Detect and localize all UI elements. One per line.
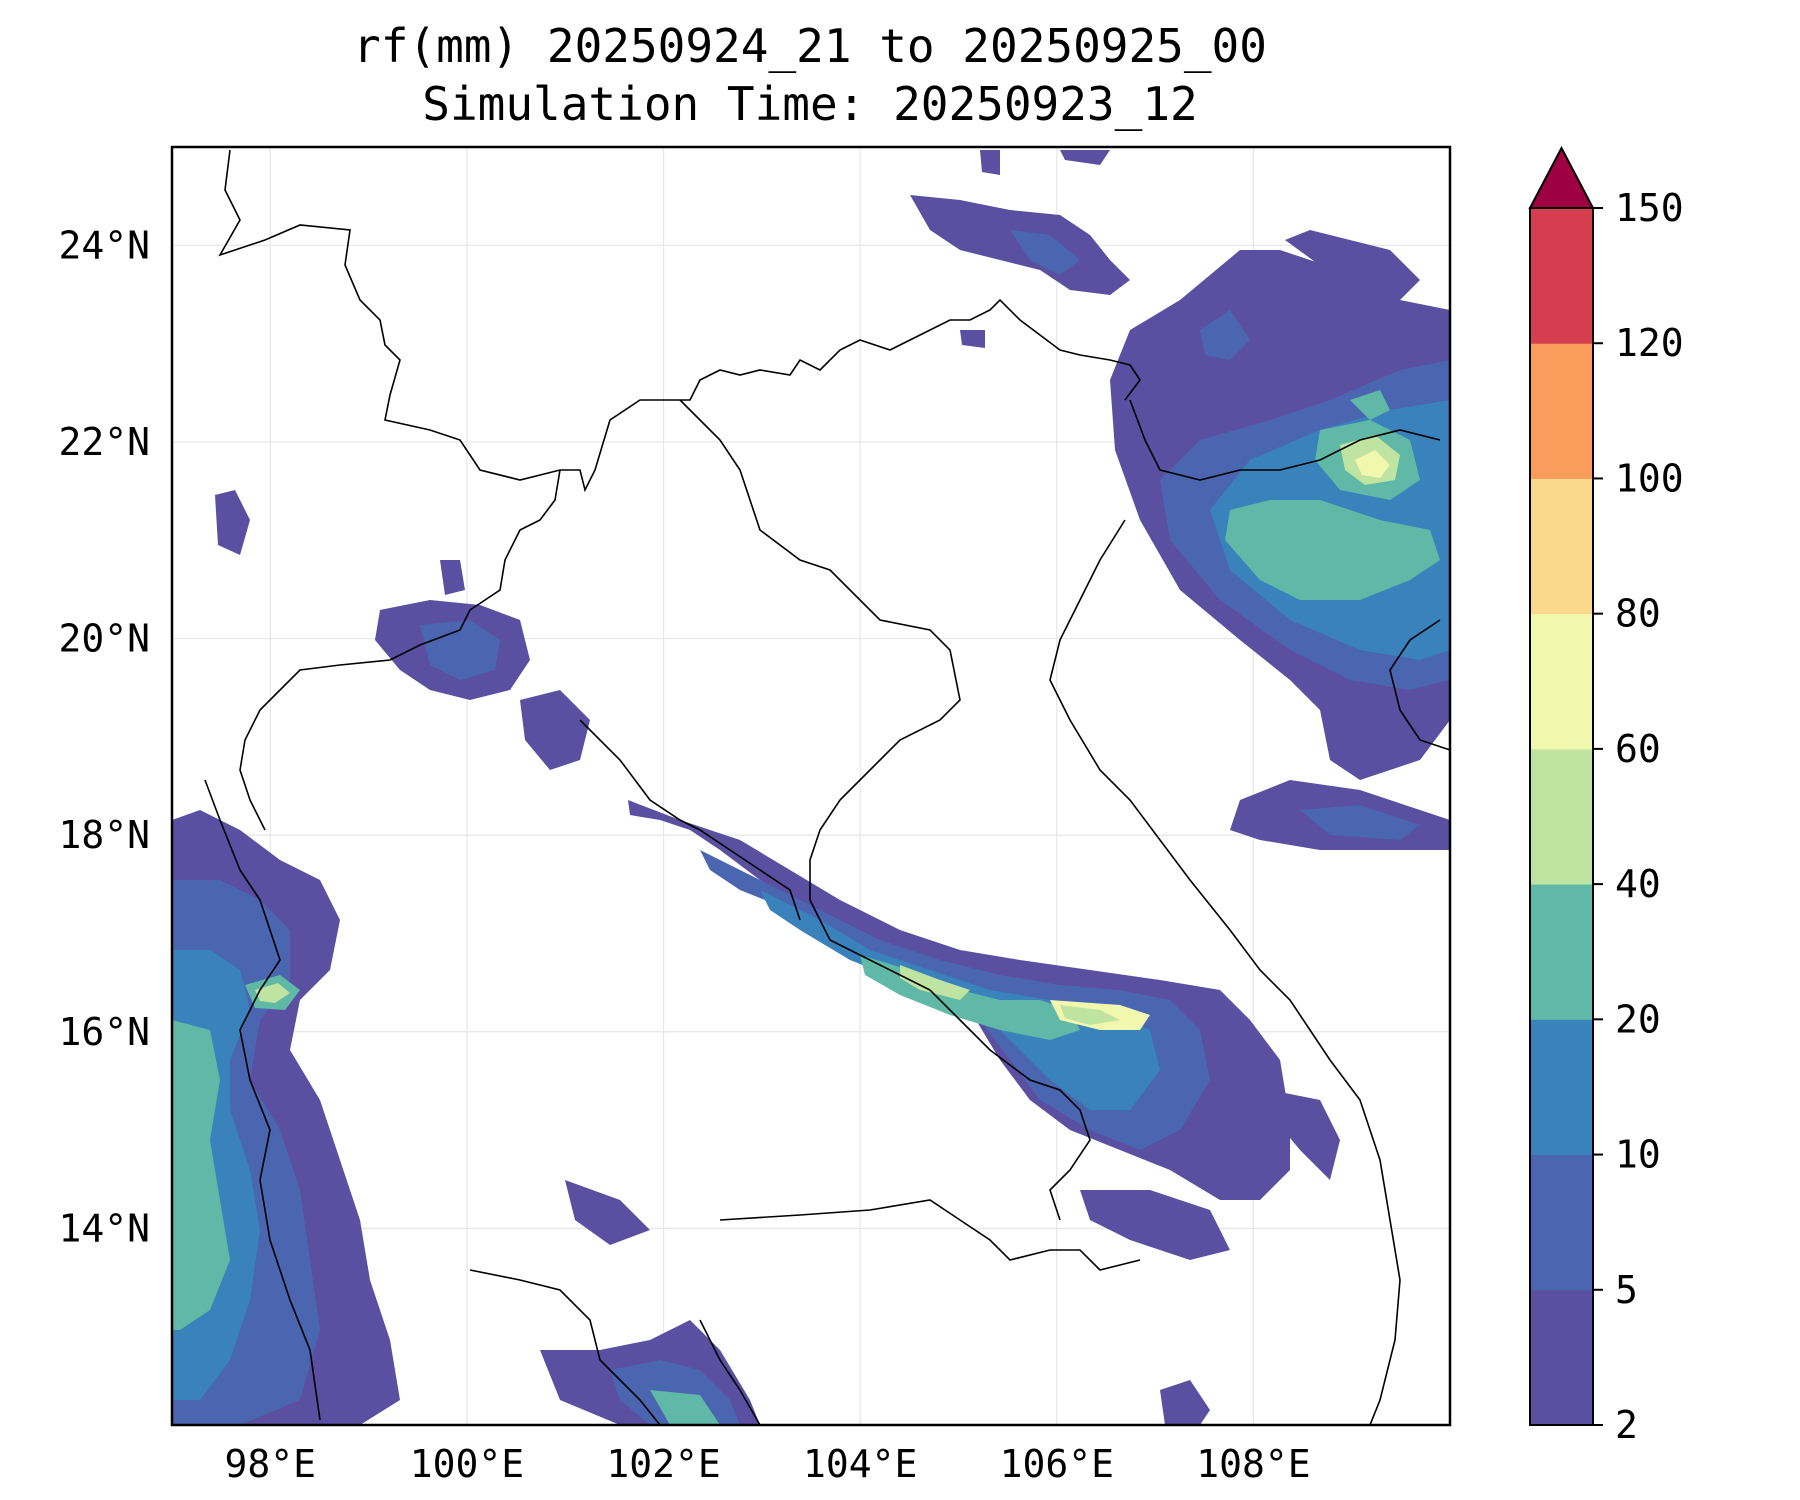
colorbar-segment	[1530, 1019, 1593, 1156]
colorbar-segment	[1530, 478, 1593, 615]
colorbar-tick-label: 10	[1615, 1133, 1661, 1177]
colorbar-tick-label: 60	[1615, 727, 1661, 771]
rain-region-south	[540, 1320, 1210, 1425]
vietnam-coast	[1049, 519, 1401, 1425]
map-title: rf(mm) 20250924_21 to 20250925_00	[353, 19, 1267, 73]
colorbar-segment	[1530, 748, 1593, 885]
colorbar-tick-label: 80	[1615, 592, 1661, 636]
laos-thailand-border	[239, 469, 561, 831]
rain-region-gulf-of-tonkin	[1110, 230, 1450, 850]
thai-coast	[469, 1269, 661, 1425]
myanmar-thailand-border	[204, 779, 321, 1421]
lon-tick-label: 102°E	[606, 1442, 720, 1486]
gulf-of-tonkin-coast	[1129, 399, 1441, 481]
rain-region-west	[172, 810, 400, 1425]
colorbar-tick-label: 150	[1615, 186, 1684, 230]
colorbar-frame	[1529, 207, 1594, 1426]
cambodia-border	[719, 1199, 1141, 1271]
colorbar-segment	[1530, 343, 1593, 479]
rain-region-central-band	[565, 800, 1340, 1260]
map-subtitle: Simulation Time: 20250923_12	[422, 77, 1198, 131]
colorbar-tick-label: 100	[1615, 456, 1684, 500]
hainan-coast	[1389, 619, 1450, 751]
colorbar-segment	[1530, 208, 1593, 344]
lat-tick-label: 20°N	[58, 617, 150, 661]
china-border	[218, 149, 1141, 493]
lon-tick-label: 98°E	[225, 1442, 317, 1486]
colorbar: 2 5 10 20 40 60 80 100 120 150	[1528, 145, 1684, 1447]
rainfall-field	[172, 150, 1450, 1425]
lat-tick-label: 18°N	[58, 813, 150, 857]
lat-tick-label: 24°N	[58, 223, 150, 267]
vietnam-laos-border	[679, 399, 1091, 1221]
colorbar-extend-arrow	[1528, 145, 1595, 209]
map-frame	[170, 145, 1452, 1427]
lat-tick-label: 22°N	[58, 420, 150, 464]
colorbar-tick-label: 120	[1615, 321, 1684, 365]
coastlines-and-borders	[204, 149, 1450, 1425]
colorbar-tick-label: 2	[1615, 1403, 1638, 1447]
lat-tick-label: 16°N	[58, 1010, 150, 1054]
cambodia-coast	[699, 1319, 761, 1425]
lat-tick-label: 14°N	[58, 1206, 150, 1250]
colorbar-tick-label: 20	[1615, 997, 1661, 1041]
lon-tick-label: 100°E	[410, 1442, 524, 1486]
colorbar-segment	[1530, 1289, 1593, 1426]
colorbar-tick-label: 40	[1615, 862, 1661, 906]
colorbar-segment	[1530, 884, 1593, 1020]
colorbar-segment	[1530, 613, 1593, 750]
rain-region-north	[910, 150, 1130, 348]
map-axes: 98°E 100°E 102°E 104°E 106°E 108°E 14°N 16°N 18°…	[58, 223, 1310, 1486]
lon-tick-label: 106°E	[1000, 1442, 1114, 1486]
rain-region-north-laos	[215, 490, 590, 770]
mekong-border	[579, 719, 801, 921]
lon-tick-label: 108°E	[1196, 1442, 1310, 1486]
colorbar-segment	[1530, 1154, 1593, 1291]
lon-tick-label: 104°E	[803, 1442, 917, 1486]
colorbar-tick-label: 5	[1615, 1268, 1638, 1312]
